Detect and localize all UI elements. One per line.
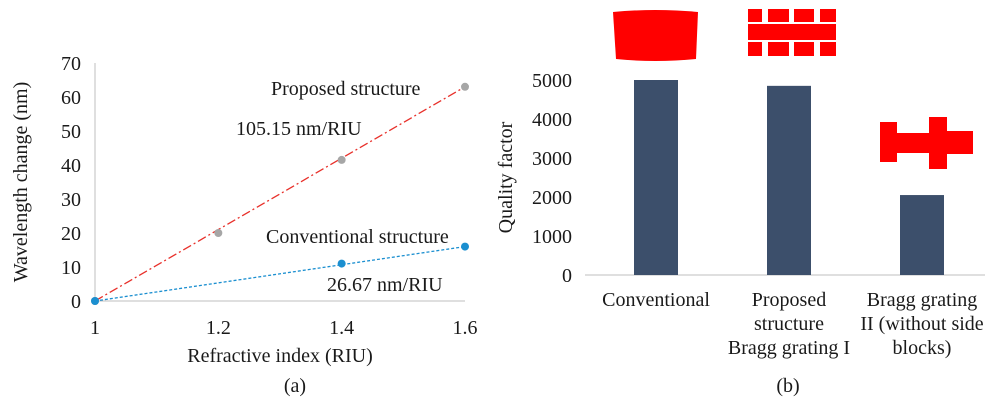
conventional-data-point	[337, 259, 346, 268]
structure-block	[820, 9, 836, 22]
x-tick-label: 1	[90, 317, 100, 339]
series-label-conventional: Conventional structure	[266, 226, 449, 248]
category-label: structure	[754, 313, 824, 335]
bar	[767, 85, 811, 275]
bar-chart-y-axis-label: Quality factor	[495, 121, 517, 233]
y-tick-label: 1000	[532, 226, 572, 248]
line-chart-y-ticks: 0 10 20 30 40 50 60 70	[61, 53, 81, 313]
structure-block	[748, 24, 836, 40]
conventional-data-point	[91, 297, 99, 305]
annotation-conventional-sensitivity: 26.67 nm/RIU	[327, 274, 443, 296]
y-tick-label: 0	[562, 265, 572, 287]
category-label: II (without side	[860, 313, 983, 335]
y-tick-label: 0	[71, 291, 81, 313]
bragg-grating-i-illustration	[748, 9, 836, 56]
panel-label-a: (a)	[284, 375, 306, 397]
category-label: Bragg grating	[867, 289, 978, 311]
structure-block	[897, 133, 929, 153]
line-chart-x-axis-label: Refractive index (RIU)	[187, 345, 372, 367]
category-label: Bragg grating I	[728, 337, 850, 359]
structure-block	[794, 9, 814, 22]
proposed-trend-line	[94, 86, 466, 302]
structure-block	[748, 42, 762, 56]
y-tick-label: 30	[61, 189, 81, 211]
category-label: blocks)	[893, 337, 952, 359]
proposed-data-point	[337, 155, 346, 164]
bar	[900, 195, 944, 275]
x-tick-label: 1.6	[453, 317, 478, 339]
structure-block	[947, 131, 973, 154]
y-tick-label: 2000	[532, 187, 572, 209]
y-tick-label: 20	[61, 223, 81, 245]
y-tick-label: 3000	[532, 148, 572, 170]
line-chart-series	[91, 82, 469, 305]
structure-block	[613, 10, 698, 61]
series-label-proposed: Proposed structure	[271, 78, 421, 100]
structure-block	[929, 117, 947, 169]
bar	[634, 80, 678, 275]
line-chart-y-axis-label: Wavelength change (nm)	[10, 82, 32, 283]
y-tick-label: 50	[61, 121, 81, 143]
bar-chart-bars	[634, 80, 944, 275]
bar-chart-panel: 0 1000 2000 3000 4000 5000 Conventional Propos…	[495, 9, 985, 397]
structure-block	[748, 9, 762, 22]
y-tick-label: 10	[61, 257, 81, 279]
y-tick-label: 70	[61, 53, 81, 75]
line-chart-x-ticks: 1 1.2 1.4 1.6	[90, 317, 478, 339]
annotation-proposed-sensitivity: 105.15 nm/RIU	[236, 118, 362, 140]
x-tick-label: 1.4	[329, 317, 354, 339]
structure-block	[880, 122, 897, 162]
conventional-trend-line	[94, 245, 466, 302]
y-tick-label: 60	[61, 87, 81, 109]
y-tick-label: 5000	[532, 70, 572, 92]
line-chart-axes	[94, 63, 465, 302]
x-tick-label: 1.2	[206, 317, 231, 339]
line-chart-panel: 0 10 20 30 40 50 60 70 1 1.2 1.4 1.6 Wavelength ch…	[10, 53, 478, 397]
structure-block	[768, 9, 789, 22]
structure-block	[820, 42, 836, 56]
y-tick-label: 40	[61, 155, 81, 177]
conventional-data-point	[461, 242, 469, 251]
panel-label-b: (b)	[776, 375, 799, 397]
proposed-data-point	[214, 229, 223, 237]
proposed-data-point	[461, 82, 469, 91]
y-tick-label: 4000	[532, 109, 572, 131]
bragg-grating-ii-illustration	[880, 117, 973, 169]
structure-block	[768, 42, 789, 56]
category-label: Conventional	[602, 289, 710, 311]
structure-block	[794, 42, 814, 56]
category-label: Proposed	[752, 289, 826, 311]
bar-chart-y-ticks: 0 1000 2000 3000 4000 5000	[532, 70, 572, 287]
conventional-structure-illustration	[613, 10, 698, 61]
